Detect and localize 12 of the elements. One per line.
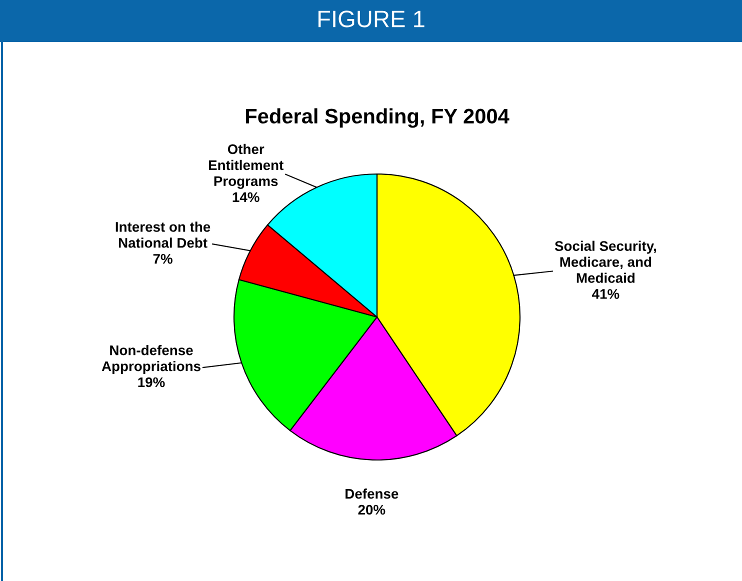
data-label: 14% [232,192,260,202]
data-label: 20% [358,504,386,515]
data-label: 41% [592,289,620,299]
slice-label: Other Entitlement Programs [208,144,284,189]
data-label: 7% [153,254,172,264]
caption: FIGURE 1 [318,10,424,28]
slice-label: Interest on the National Debt [116,222,210,248]
slice-label: Defense [346,488,398,499]
chart-title: Federal Spending, FY 2004 [246,108,510,128]
slice-label: Social Security, Medicare, and Medicaid [554,240,656,283]
slice-label: Non-defense Appropriations [102,345,200,374]
data-label: 19% [138,377,165,388]
